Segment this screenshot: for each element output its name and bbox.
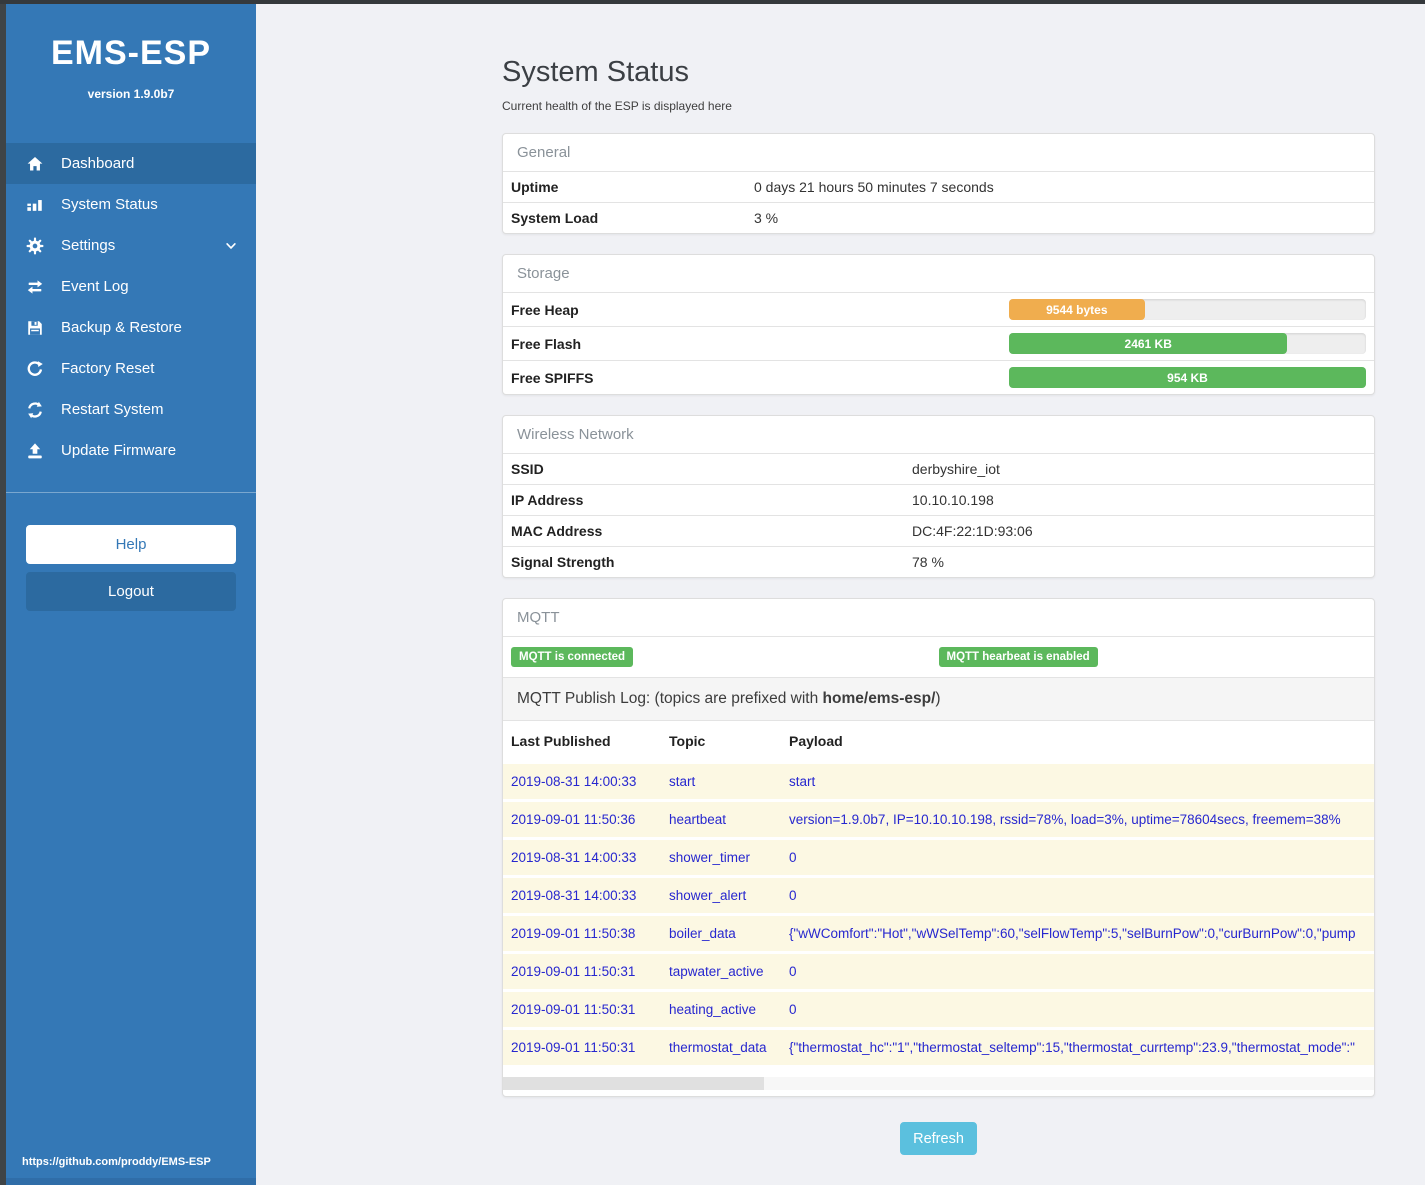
browser-top-edge	[0, 0, 1425, 4]
column-last-published: Last Published	[511, 733, 611, 749]
column-payload: Payload	[789, 733, 843, 749]
panel-general: General Uptime 0 days 21 hours 50 minute…	[502, 133, 1375, 234]
mqtt-status-row: MQTT is connected MQTT hearbeat is enabl…	[503, 636, 1374, 677]
app-title: EMS-ESP	[50, 34, 212, 72]
github-link[interactable]: https://github.com/proddy/EMS-ESP	[22, 1156, 211, 1168]
sidebar-item-update-firmware[interactable]: Update Firmware	[6, 430, 256, 471]
sidebar-item-label: Factory Reset	[61, 360, 155, 377]
mqtt-log-row: 2019-08-31 14:00:33 shower_timer 0	[503, 837, 1374, 875]
upload-icon	[24, 442, 46, 460]
sidebar-item-label: Event Log	[61, 278, 129, 295]
log-bottom-gap	[503, 1065, 1374, 1077]
refresh-button[interactable]: Refresh	[900, 1122, 977, 1155]
logout-button[interactable]: Logout	[26, 572, 236, 611]
sidebar-item-label: System Status	[61, 196, 158, 213]
exchange-icon	[24, 278, 46, 296]
free-heap-progress-track: 9544 bytes	[1009, 299, 1366, 320]
mqtt-publish-log-header: MQTT Publish Log: (topics are prefixed w…	[503, 677, 1374, 721]
sidebar: EMS-ESP version 1.9.0b7 Dashboard System…	[6, 4, 256, 1185]
panel-wireless: Wireless Network SSID derbyshire_iot IP …	[502, 415, 1375, 578]
panel-storage-title: Storage	[517, 265, 570, 282]
sync-icon	[24, 401, 46, 419]
column-topic: Topic	[669, 733, 706, 749]
row-free-heap: Free Heap 9544 bytes	[503, 292, 1374, 326]
panel-wireless-title: Wireless Network	[517, 426, 634, 443]
row-system-load: System Load 3 %	[503, 202, 1374, 233]
free-heap-progress-bar: 9544 bytes	[1009, 299, 1145, 320]
sidebar-item-label: Backup & Restore	[61, 319, 182, 336]
panel-storage: Storage Free Heap 9544 bytes Free Flash …	[502, 254, 1375, 395]
mqtt-log-row: 2019-09-01 11:50:31 tapwater_active 0	[503, 951, 1374, 989]
gear-icon	[24, 237, 46, 255]
mqtt-connected-badge: MQTT is connected	[511, 647, 634, 667]
panel-mqtt-title: MQTT	[517, 609, 560, 626]
browser-left-edge	[0, 0, 6, 1185]
save-icon	[24, 319, 46, 337]
help-button[interactable]: Help	[26, 525, 236, 564]
horizontal-scrollbar[interactable]	[503, 1077, 1374, 1090]
mqtt-log-row: 2019-09-01 11:50:31 thermostat_data {"th…	[503, 1027, 1374, 1065]
row-free-spiffs: Free SPIFFS 954 KB	[503, 360, 1374, 394]
mqtt-log-row: 2019-09-01 11:50:38 boiler_data {"wWComf…	[503, 913, 1374, 951]
free-spiffs-progress-bar: 954 KB	[1009, 367, 1366, 388]
sidebar-divider	[6, 492, 256, 493]
free-spiffs-progress-track: 954 KB	[1009, 367, 1366, 388]
brand: EMS-ESP version 1.9.0b7	[6, 4, 256, 101]
row-free-flash: Free Flash 2461 KB	[503, 326, 1374, 360]
mqtt-log-row: 2019-08-31 14:00:33 shower_alert 0	[503, 875, 1374, 913]
sidebar-item-settings[interactable]: Settings	[6, 225, 256, 266]
horizontal-scrollbar-thumb[interactable]	[503, 1077, 765, 1090]
page-subtitle: Current health of the ESP is displayed h…	[502, 99, 732, 113]
mqtt-heartbeat-badge: MQTT hearbeat is enabled	[938, 647, 1098, 667]
sidebar-item-label: Dashboard	[61, 155, 135, 172]
sidebar-item-restart-system[interactable]: Restart System	[6, 389, 256, 430]
row-ip-address: IP Address 10.10.10.198	[503, 484, 1374, 515]
page-title: System Status	[502, 56, 689, 88]
row-mac-address: MAC Address DC:4F:22:1D:93:06	[503, 515, 1374, 546]
panel-general-title: General	[517, 144, 571, 161]
sidebar-nav: Dashboard System Status	[6, 143, 256, 471]
sidebar-item-dashboard[interactable]: Dashboard	[6, 143, 256, 184]
app-version: version 1.9.0b7	[87, 87, 175, 101]
sidebar-bottom-strip	[6, 1178, 256, 1185]
free-flash-progress-track: 2461 KB	[1009, 333, 1366, 354]
mqtt-log-row: 2019-09-01 11:50:36 heartbeat version=1.…	[503, 799, 1374, 837]
sidebar-item-factory-reset[interactable]: Factory Reset	[6, 348, 256, 389]
sidebar-item-label: Settings	[61, 237, 116, 254]
sidebar-item-backup-restore[interactable]: Backup & Restore	[6, 307, 256, 348]
mqtt-log-row: 2019-09-01 11:50:31 heating_active 0	[503, 989, 1374, 1027]
mqtt-topic-prefix: home/ems-esp/	[822, 690, 936, 707]
mqtt-log-column-headers: Last Published Topic Payload	[503, 721, 1374, 761]
sidebar-item-label: Update Firmware	[61, 442, 177, 459]
row-ssid: SSID derbyshire_iot	[503, 453, 1374, 484]
row-uptime: Uptime 0 days 21 hours 50 minutes 7 seco…	[503, 171, 1374, 202]
system-status-icon	[24, 196, 46, 214]
mqtt-log-row: 2019-08-31 14:00:33 start start	[503, 761, 1374, 799]
sidebar-item-event-log[interactable]: Event Log	[6, 266, 256, 307]
panel-mqtt: MQTT MQTT is connected MQTT hearbeat is …	[502, 598, 1375, 1097]
home-icon	[24, 155, 46, 173]
rotate-reset-icon	[24, 360, 46, 378]
free-flash-progress-bar: 2461 KB	[1009, 333, 1288, 354]
sidebar-item-label: Restart System	[61, 401, 164, 418]
chevron-down-icon	[224, 239, 238, 253]
main-content: System Status Current health of the ESP …	[256, 4, 1425, 1185]
row-signal-strength: Signal Strength 78 %	[503, 546, 1374, 577]
sidebar-item-system-status[interactable]: System Status	[6, 184, 256, 225]
